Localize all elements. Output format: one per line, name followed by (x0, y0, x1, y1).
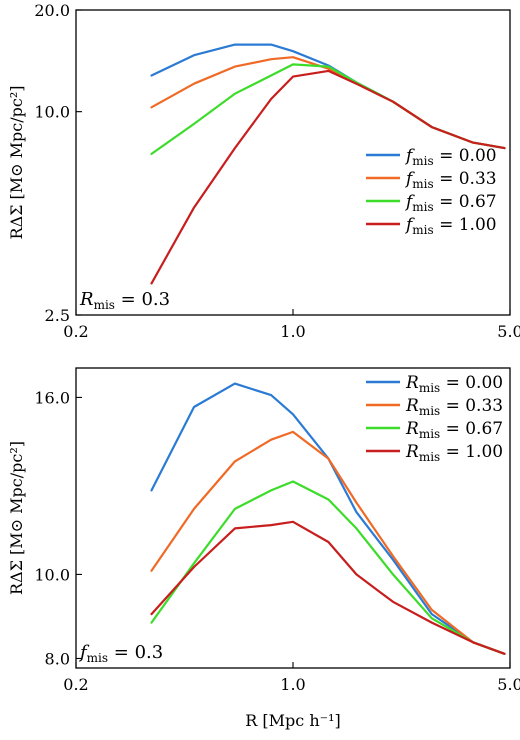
x-tick-label: 5.0 (497, 322, 520, 341)
x-tick-label: 1.0 (280, 322, 305, 341)
legend-label: Rmis = 1.00 (405, 442, 503, 464)
series-line-0 (150, 43, 506, 150)
series-line-2 (150, 63, 506, 155)
series-line-2 (150, 480, 506, 655)
y-tick-label: 10.0 (34, 565, 70, 584)
panel-top: 0.2 1.0 5.0 2.5 10.0 20.0 RΔΣ [M⊙ Mpc/pc²] Rmis… (7, 1, 520, 341)
legend-label: Rmis = 0.00 (405, 373, 503, 395)
series-line-3 (150, 520, 506, 655)
legend-label: fmis = 0.33 (404, 169, 497, 191)
x-tick-label: 5.0 (497, 675, 520, 694)
legend-label: fmis = 0.00 (404, 146, 497, 168)
panel-bottom: 0.2 1.0 5.0 8.0 10.0 16.0 RΔΣ [M⊙ Mpc/pc²] R [M… (7, 367, 520, 730)
x-tick-label: 1.0 (280, 675, 305, 694)
y-tick-label: 8.0 (45, 649, 70, 668)
y-tick-label: 10.0 (34, 103, 70, 122)
panel-annotation: Rmis = 0.3 (79, 289, 170, 312)
y-axis-label: RΔΣ [M⊙ Mpc/pc²] (7, 86, 26, 240)
legend-label: fmis = 1.00 (404, 215, 497, 237)
x-axis-label: R [Mpc h⁻¹] (245, 711, 340, 730)
y-tick-label: 20.0 (34, 1, 70, 20)
legend-label: Rmis = 0.33 (405, 396, 503, 418)
series-line-1 (150, 430, 506, 655)
series-line-3 (150, 69, 506, 285)
x-tick-label: 0.2 (63, 322, 88, 341)
panel-annotation: fmis = 0.3 (78, 642, 163, 665)
x-tick-label: 0.2 (63, 675, 88, 694)
y-tick-label: 2.5 (45, 306, 70, 325)
legend-label: fmis = 0.67 (404, 192, 497, 214)
y-tick-label: 16.0 (34, 388, 70, 407)
legend-label: Rmis = 0.67 (405, 419, 503, 441)
y-axis-label: RΔΣ [M⊙ Mpc/pc²] (7, 441, 26, 595)
